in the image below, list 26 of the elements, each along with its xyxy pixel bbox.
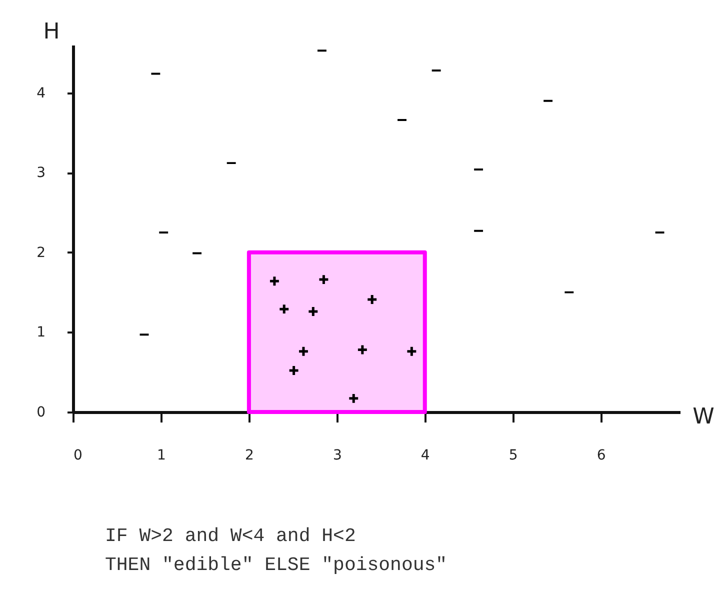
point xyxy=(366,294,378,306)
point xyxy=(348,392,360,404)
point xyxy=(307,306,319,318)
y-tick-label: 4 xyxy=(36,85,46,102)
y-tick-label: 0 xyxy=(36,404,46,420)
point xyxy=(356,344,368,356)
point xyxy=(318,274,330,286)
y-tick-label: 3 xyxy=(36,165,46,182)
text: THEN "edible" ELSE "poisonous" xyxy=(105,553,448,578)
y-tick-label: 2 xyxy=(36,244,46,261)
y-tick-label: 1 xyxy=(36,324,46,341)
point xyxy=(298,346,310,358)
x-tick-label: 2 xyxy=(244,448,254,464)
x-tick-label: 6 xyxy=(596,448,606,464)
x-tick-label: 4 xyxy=(420,448,430,464)
x-tick-label: 5 xyxy=(508,448,518,464)
y-axis-title: H xyxy=(43,20,60,44)
point xyxy=(406,346,418,358)
point xyxy=(278,303,290,315)
x-tick-label: 3 xyxy=(332,448,342,464)
text: IF W>2 and W<4 and H<2 xyxy=(105,524,357,549)
point xyxy=(268,275,280,287)
point xyxy=(288,364,300,376)
x-axis-title: W xyxy=(692,404,715,430)
x-tick-label: 0 xyxy=(74,448,82,464)
x-tick-label: 1 xyxy=(157,448,166,464)
